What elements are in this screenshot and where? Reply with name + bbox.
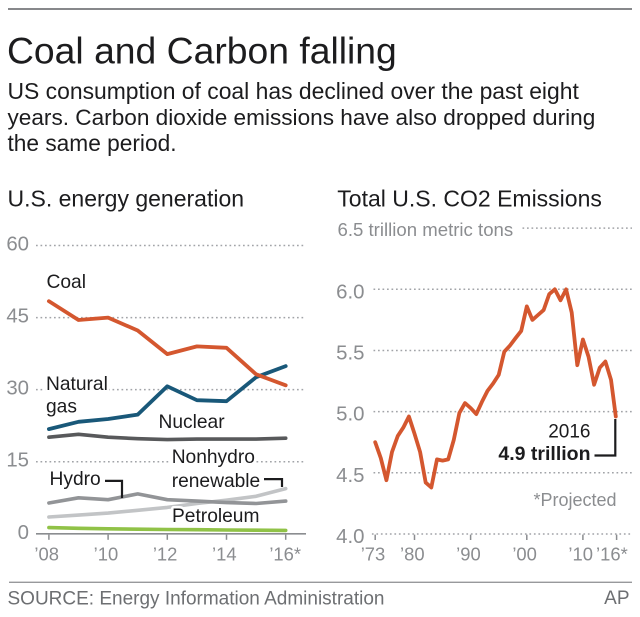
svg-text:’10: ’10 <box>94 544 119 565</box>
svg-text:4.0: 4.0 <box>336 526 364 548</box>
svg-text:60: 60 <box>6 234 29 256</box>
svg-text:Coal: Coal <box>47 272 86 293</box>
svg-text:’80: ’80 <box>400 544 425 565</box>
svg-text:’08: ’08 <box>34 544 59 565</box>
svg-text:U.S. energy generation: U.S. energy generation <box>8 186 245 212</box>
svg-text:Coal and Carbon falling: Coal and Carbon falling <box>7 30 397 72</box>
svg-text:*Projected: *Projected <box>533 490 616 510</box>
svg-text:’10: ’10 <box>568 544 593 565</box>
svg-text:’16*: ’16* <box>269 544 301 565</box>
svg-text:’90: ’90 <box>456 544 481 565</box>
svg-text:5.5: 5.5 <box>336 343 364 365</box>
svg-text:’73: ’73 <box>361 544 386 565</box>
svg-text:45: 45 <box>6 306 29 328</box>
svg-text:’14: ’14 <box>212 544 237 565</box>
svg-text:’00: ’00 <box>512 544 537 565</box>
svg-text:30: 30 <box>6 378 29 400</box>
svg-text:4.9 trillion: 4.9 trillion <box>498 443 590 465</box>
svg-text:5.0: 5.0 <box>336 404 364 426</box>
svg-text:Hydro: Hydro <box>50 469 101 490</box>
svg-text:’16*: ’16* <box>596 544 628 565</box>
svg-text:US consumption of coal has dec: US consumption of coal has declined over… <box>8 78 600 156</box>
svg-text:SOURCE: Energy Information Adm: SOURCE: Energy Information Administratio… <box>8 589 385 610</box>
svg-text:’12: ’12 <box>153 544 178 565</box>
svg-text:15: 15 <box>6 450 29 472</box>
svg-text:Petroleum: Petroleum <box>172 506 259 527</box>
svg-text:2016: 2016 <box>548 422 590 443</box>
svg-text:6.0: 6.0 <box>336 281 364 303</box>
svg-text:6.5 trillion metric tons: 6.5 trillion metric tons <box>338 219 514 240</box>
svg-text:AP: AP <box>604 588 629 609</box>
svg-text:0: 0 <box>18 522 29 544</box>
svg-text:Total U.S. CO2 Emissions: Total U.S. CO2 Emissions <box>337 186 602 212</box>
svg-text:4.5: 4.5 <box>336 465 364 487</box>
svg-text:Nuclear: Nuclear <box>159 412 226 433</box>
